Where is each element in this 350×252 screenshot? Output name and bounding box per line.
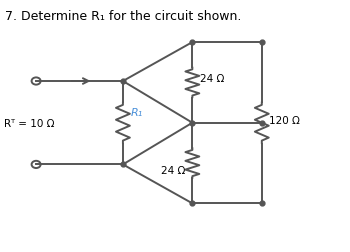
Text: 24 Ω: 24 Ω bbox=[161, 165, 186, 175]
Text: 120 Ω: 120 Ω bbox=[270, 115, 300, 125]
Text: Rᵀ = 10 Ω: Rᵀ = 10 Ω bbox=[4, 118, 55, 128]
Text: R₁: R₁ bbox=[131, 107, 143, 117]
Text: 7. Determine R₁ for the circuit shown.: 7. Determine R₁ for the circuit shown. bbox=[5, 10, 241, 23]
Text: 24 Ω: 24 Ω bbox=[200, 74, 224, 84]
